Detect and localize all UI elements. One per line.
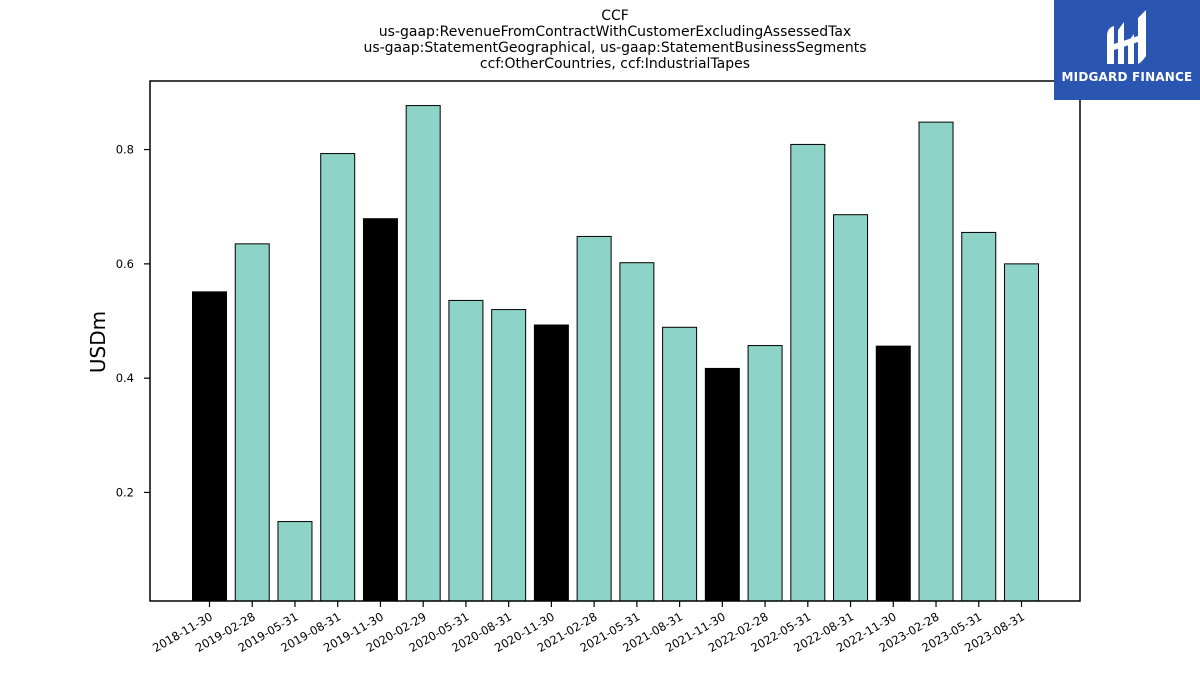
bar-2019-11-30 [362,218,398,602]
y-tick-label: 0.8 [116,143,134,157]
y-tick-label: 0.2 [116,485,134,499]
y-axis-label: USDm [86,311,110,373]
bar-2021-08-31 [662,326,698,602]
midgard-logo: MIDGARD FINANCE [1054,0,1200,100]
title-line-2: us-gaap:RevenueFromContractWithCustomerE… [379,24,851,40]
title-line-4: ccf:OtherCountries, ccf:IndustrialTapes [480,56,750,72]
bar-2021-05-31 [619,262,655,602]
midgard-logo-icon [1107,10,1146,64]
bar-2022-08-31 [833,214,869,602]
bar-2022-02-28 [747,345,783,602]
bar-2023-05-31 [961,231,997,602]
x-axis: 2018-11-302019-02-282019-05-312019-08-31… [150,601,1027,655]
bar-2021-11-30 [704,367,740,602]
title-line-3: us-gaap:StatementGeographical, us-gaap:S… [363,40,866,56]
logo-text: MIDGARD FINANCE [1061,70,1193,84]
y-axis: 0.2 0.4 0.6 0.8 [116,143,150,499]
bar-2019-05-31 [277,521,313,602]
chart-title: CCF us-gaap:RevenueFromContractWithCusto… [363,8,866,72]
bar-2021-02-28 [576,235,612,602]
bar-2019-02-28 [234,243,270,602]
bar-2022-11-30 [875,345,911,602]
bar-2023-02-28 [918,121,954,602]
plot-frame [149,80,1081,602]
bar-2023-08-31 [1004,263,1039,602]
bar-2018-11-30 [192,291,227,602]
bar-2020-11-30 [533,324,569,602]
bar-2020-05-31 [448,299,484,602]
bar-2022-05-31 [790,143,826,602]
bar-2020-02-29 [405,105,441,602]
bar-2020-08-31 [491,309,527,602]
y-tick-label: 0.6 [116,257,134,271]
bars-group [192,105,1039,602]
bar-2019-08-31 [320,153,356,602]
y-tick-label: 0.4 [116,371,134,385]
title-line-1: CCF [601,8,629,24]
